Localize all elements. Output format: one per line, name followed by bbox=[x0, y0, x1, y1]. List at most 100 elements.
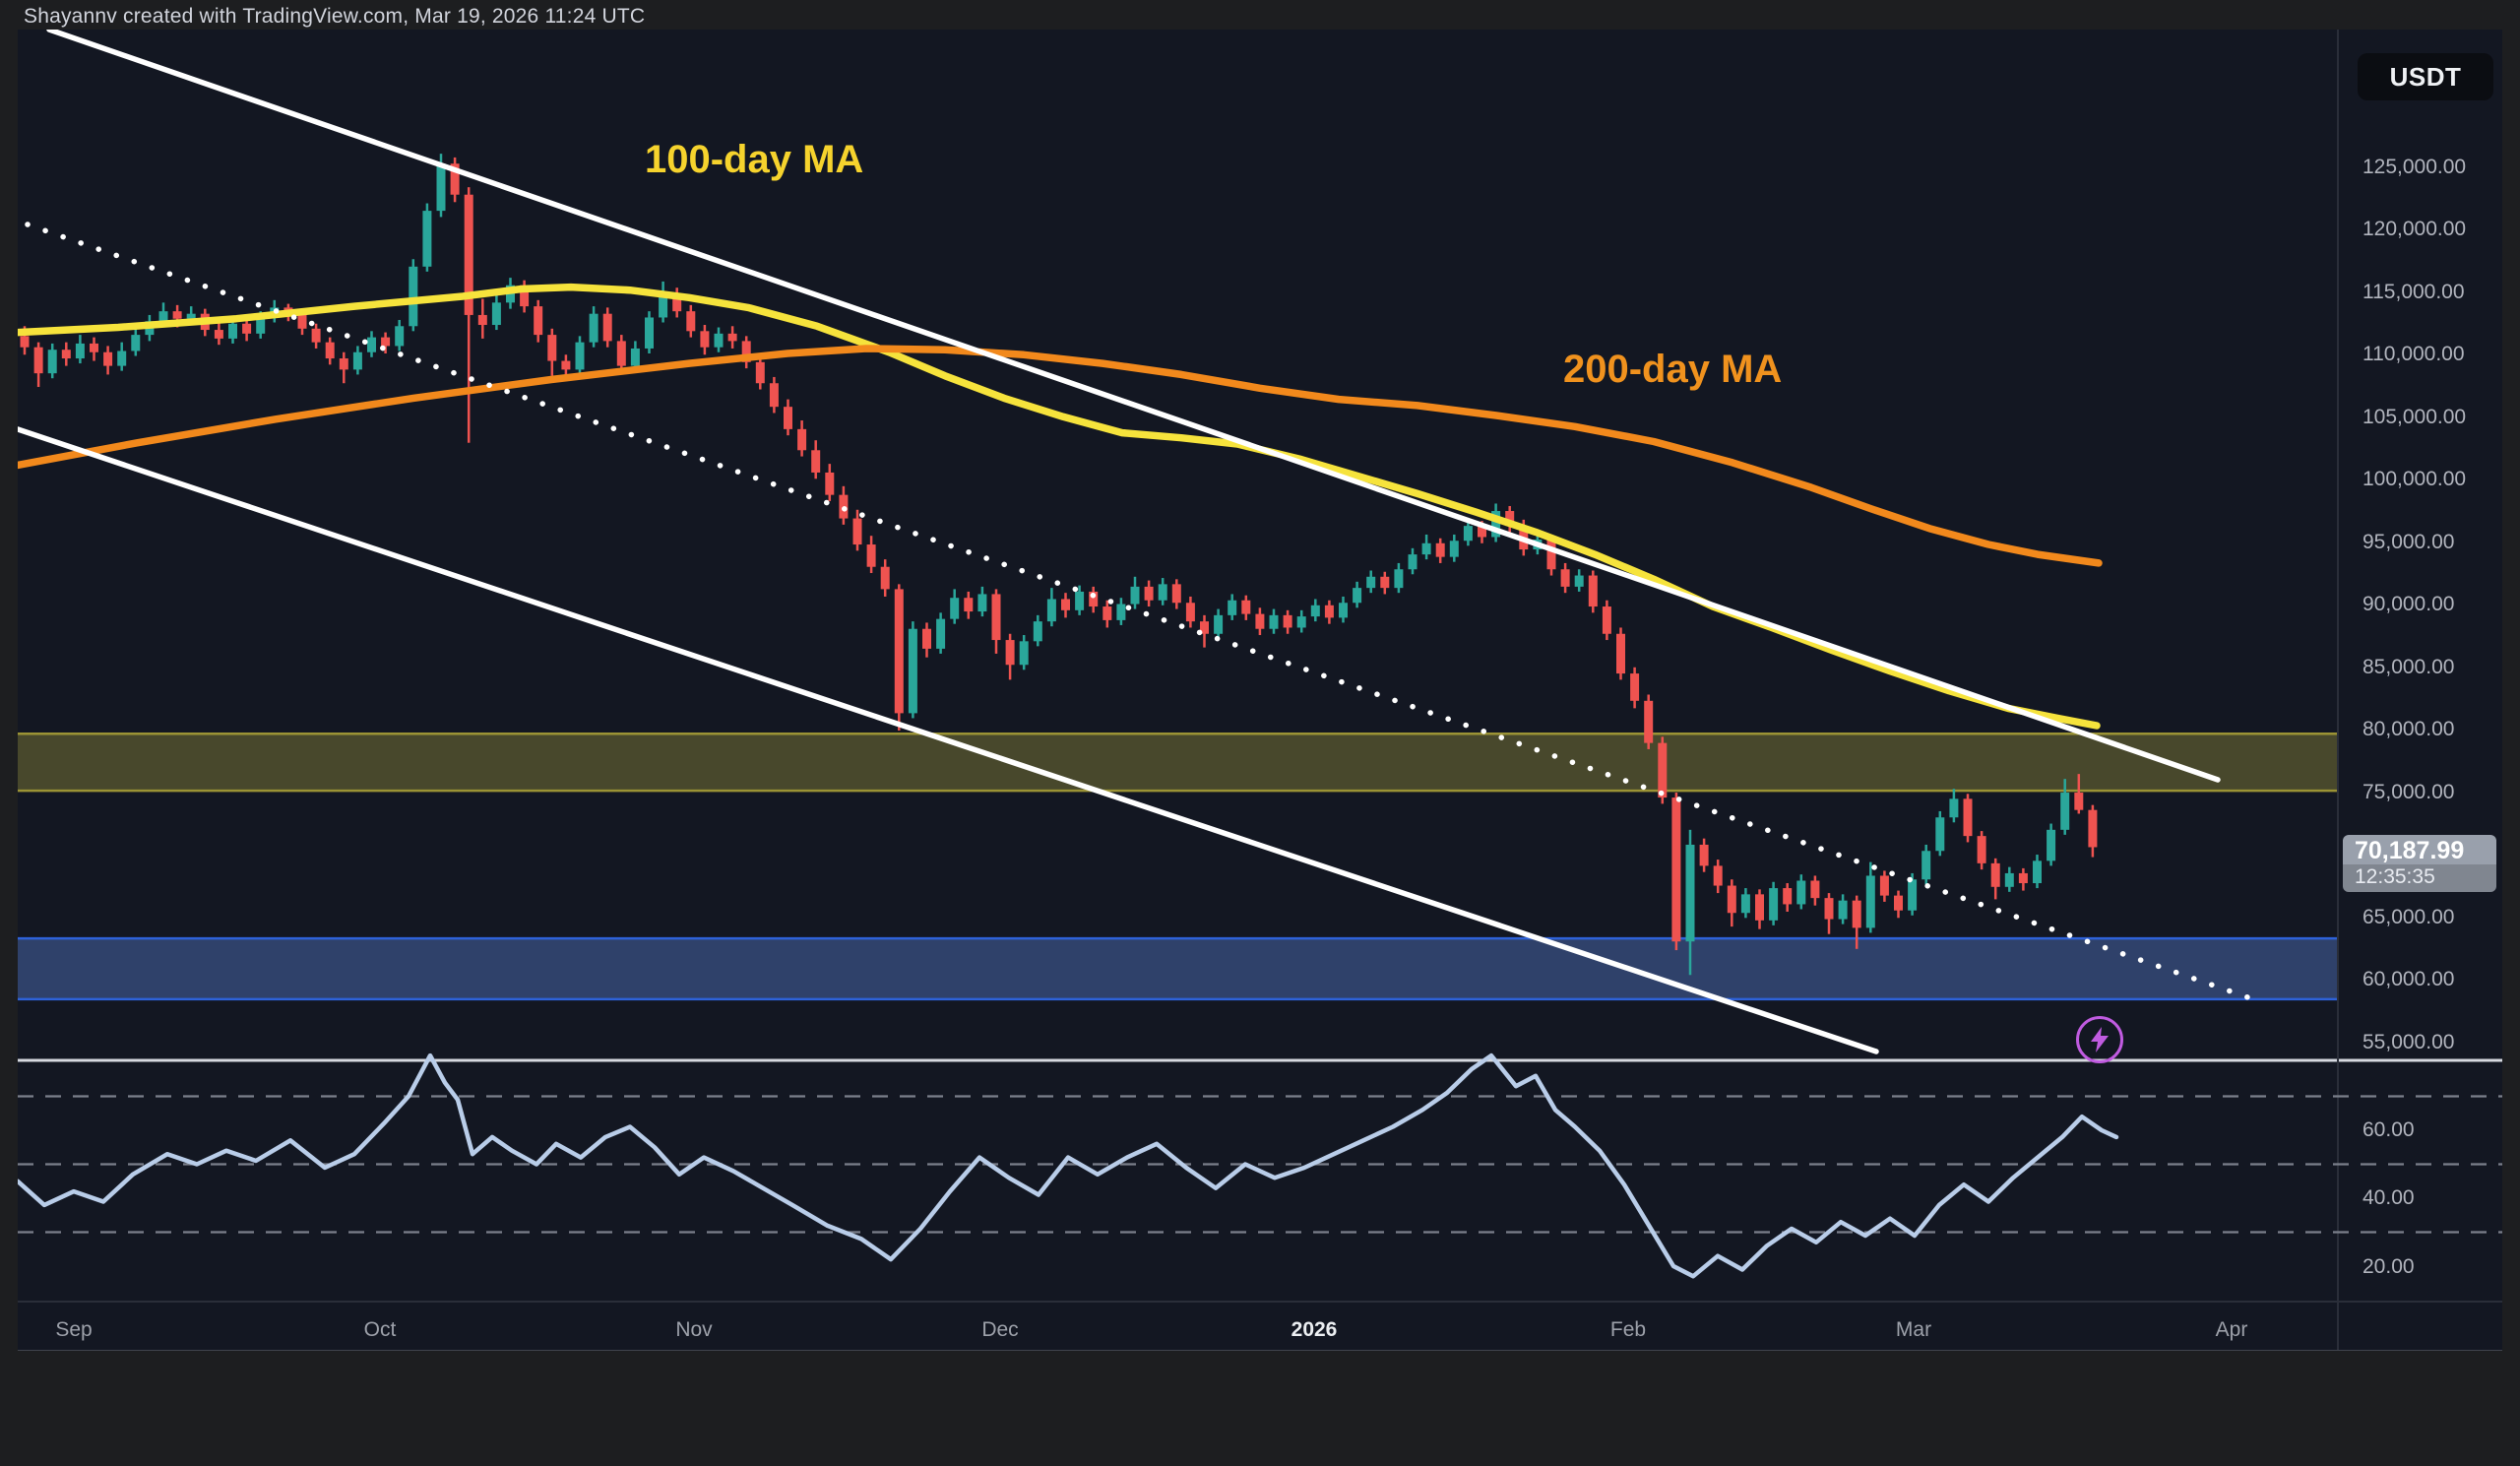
candle-body bbox=[1963, 798, 1973, 837]
footer-bar: TradingView bbox=[0, 1351, 2520, 1466]
candle-body bbox=[977, 594, 987, 612]
candle-body bbox=[2004, 872, 2014, 887]
candle-body bbox=[1005, 640, 1015, 666]
candle-body bbox=[422, 211, 432, 267]
candle-body bbox=[797, 428, 807, 451]
resistance-zone[interactable] bbox=[18, 733, 2338, 792]
candle-body bbox=[741, 341, 751, 362]
candle-body bbox=[339, 358, 348, 370]
price-axis-label: 55,000.00 bbox=[2362, 1031, 2455, 1053]
candle-body bbox=[1366, 576, 1376, 589]
candle-body bbox=[1310, 605, 1320, 617]
candle-body bbox=[1755, 894, 1764, 921]
candle-body bbox=[1144, 586, 1154, 601]
candle-body bbox=[1879, 875, 1889, 896]
candle-body bbox=[630, 348, 640, 366]
last-price-badge: 70,187.99 12:35:35 bbox=[2343, 835, 2496, 892]
candle-body bbox=[1408, 554, 1418, 570]
candle-body bbox=[991, 594, 1001, 641]
last-price-value: 70,187.99 bbox=[2355, 837, 2465, 864]
candle-body bbox=[1324, 605, 1334, 618]
candle-body bbox=[547, 335, 557, 361]
currency-button[interactable]: USDT bbox=[2358, 53, 2493, 100]
candle-body bbox=[769, 383, 779, 408]
candle-body bbox=[2088, 809, 2098, 848]
candle-body bbox=[1463, 526, 1473, 542]
candle-body bbox=[672, 293, 682, 312]
candle-body bbox=[186, 313, 196, 319]
ma100-line[interactable] bbox=[18, 283, 2101, 730]
candle-body bbox=[1421, 542, 1431, 555]
price-axis-label: 105,000.00 bbox=[2362, 406, 2467, 428]
candle-body bbox=[727, 333, 737, 342]
candle-body bbox=[1491, 511, 1501, 538]
candle-body bbox=[1505, 511, 1515, 527]
candle-body bbox=[1935, 817, 1945, 852]
main-chart-canvas[interactable] bbox=[18, 30, 2502, 1351]
candle-body bbox=[1727, 885, 1736, 914]
candle-body bbox=[714, 333, 724, 348]
candle-body bbox=[1380, 576, 1390, 589]
candle-body bbox=[1977, 836, 1986, 863]
time-axis-label-feb: Feb bbox=[1609, 1318, 1647, 1341]
candle-body bbox=[2047, 829, 2056, 861]
time-axis-label-sep: Sep bbox=[55, 1318, 93, 1341]
price-axis-label: 125,000.00 bbox=[2362, 156, 2467, 178]
candle-body bbox=[477, 314, 487, 326]
candle-body bbox=[47, 350, 57, 374]
ma100-label: 100-day MA bbox=[645, 138, 864, 181]
flash-button[interactable] bbox=[2076, 1016, 2123, 1063]
candle-body bbox=[1228, 600, 1237, 615]
candle-body bbox=[311, 328, 321, 343]
candle-body bbox=[158, 311, 168, 322]
candle-body bbox=[1908, 879, 1918, 911]
candle-body bbox=[1740, 894, 1750, 914]
candle-body bbox=[1602, 606, 1611, 634]
candle-body bbox=[242, 323, 252, 334]
price-axis-label: 85,000.00 bbox=[2362, 656, 2455, 678]
candle-body bbox=[1296, 616, 1306, 628]
candle-body bbox=[950, 598, 960, 619]
candle-body bbox=[811, 450, 821, 473]
candle-body bbox=[852, 518, 862, 545]
lower-channel-line[interactable] bbox=[18, 426, 1879, 1054]
candle-body bbox=[1214, 614, 1224, 634]
price-axis-label: 120,000.00 bbox=[2362, 218, 2467, 240]
candle-body bbox=[131, 335, 141, 351]
candle-body bbox=[1200, 621, 1209, 634]
candle-body bbox=[1713, 865, 1723, 886]
candle-body bbox=[297, 314, 307, 329]
candle-body bbox=[256, 317, 266, 334]
candle-body bbox=[1783, 888, 1793, 905]
candle-body bbox=[325, 342, 335, 359]
price-axis-label: 65,000.00 bbox=[2362, 906, 2455, 928]
candle-body bbox=[1796, 880, 1806, 905]
candle-body bbox=[1769, 888, 1779, 921]
price-axis-label: 90,000.00 bbox=[2362, 593, 2455, 615]
time-axis-label-mar: Mar bbox=[1895, 1318, 1932, 1341]
candle-body bbox=[117, 351, 127, 366]
rsi-axis-label: 20.00 bbox=[2362, 1255, 2415, 1278]
candle-body bbox=[534, 306, 543, 336]
candle-body bbox=[1699, 844, 1709, 866]
rsi-line[interactable] bbox=[18, 1052, 2119, 1279]
candle-body bbox=[1616, 633, 1625, 674]
candle-body bbox=[1158, 584, 1167, 601]
support-zone[interactable] bbox=[18, 938, 2338, 999]
candle-body bbox=[1865, 875, 1875, 928]
chart-root[interactable]: 100-day MA 200-day MA 125,000.00 120,000.… bbox=[18, 30, 2502, 1351]
candle-body bbox=[1838, 900, 1848, 920]
candle-body bbox=[450, 163, 460, 195]
diagonal-dotted-line[interactable] bbox=[25, 222, 2262, 1004]
candle-body bbox=[1644, 700, 1654, 743]
candle-body bbox=[964, 598, 974, 612]
upper-channel-line[interactable] bbox=[46, 30, 2221, 783]
candle-body bbox=[645, 317, 654, 349]
candle-body bbox=[1089, 591, 1099, 607]
candle-body bbox=[367, 337, 376, 352]
time-axis-label-apr: Apr bbox=[2215, 1318, 2248, 1341]
price-axis-label: 115,000.00 bbox=[2362, 281, 2465, 303]
ma200-line[interactable] bbox=[18, 345, 2103, 567]
candle-body bbox=[436, 163, 446, 212]
